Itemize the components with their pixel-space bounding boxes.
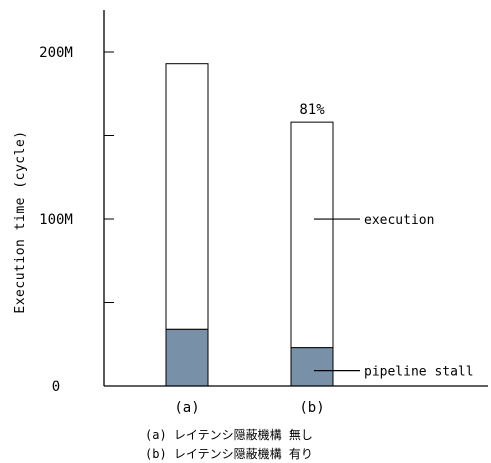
bar-pipeline-stall-1 <box>290 347 334 387</box>
y-tick-label: 200M <box>39 45 73 61</box>
y-axis-title: Execution time (cycle) <box>13 130 28 313</box>
callout-pipeline-stall-label: pipeline stall <box>364 365 474 380</box>
x-category-label: (a) <box>174 400 199 416</box>
y-tick-label: 0 <box>52 379 60 395</box>
caption-line-a: (a) レイテンシ隠蔽機構 無し <box>145 427 313 442</box>
x-category-label: (b) <box>299 400 324 416</box>
bar-annotation: 81% <box>299 102 325 118</box>
callout-execution-label: execution <box>364 213 434 228</box>
bar-pipeline-stall-0 <box>165 328 209 387</box>
caption-line-b: (b) レイテンシ隠蔽機構 有り <box>145 446 313 461</box>
y-tick-label: 100M <box>39 212 73 228</box>
caption: (a) レイテンシ隠蔽機構 無し (b) レイテンシ隠蔽機構 有り <box>145 427 313 461</box>
bar-execution-0 <box>165 63 209 330</box>
bar-execution-1 <box>290 121 334 349</box>
